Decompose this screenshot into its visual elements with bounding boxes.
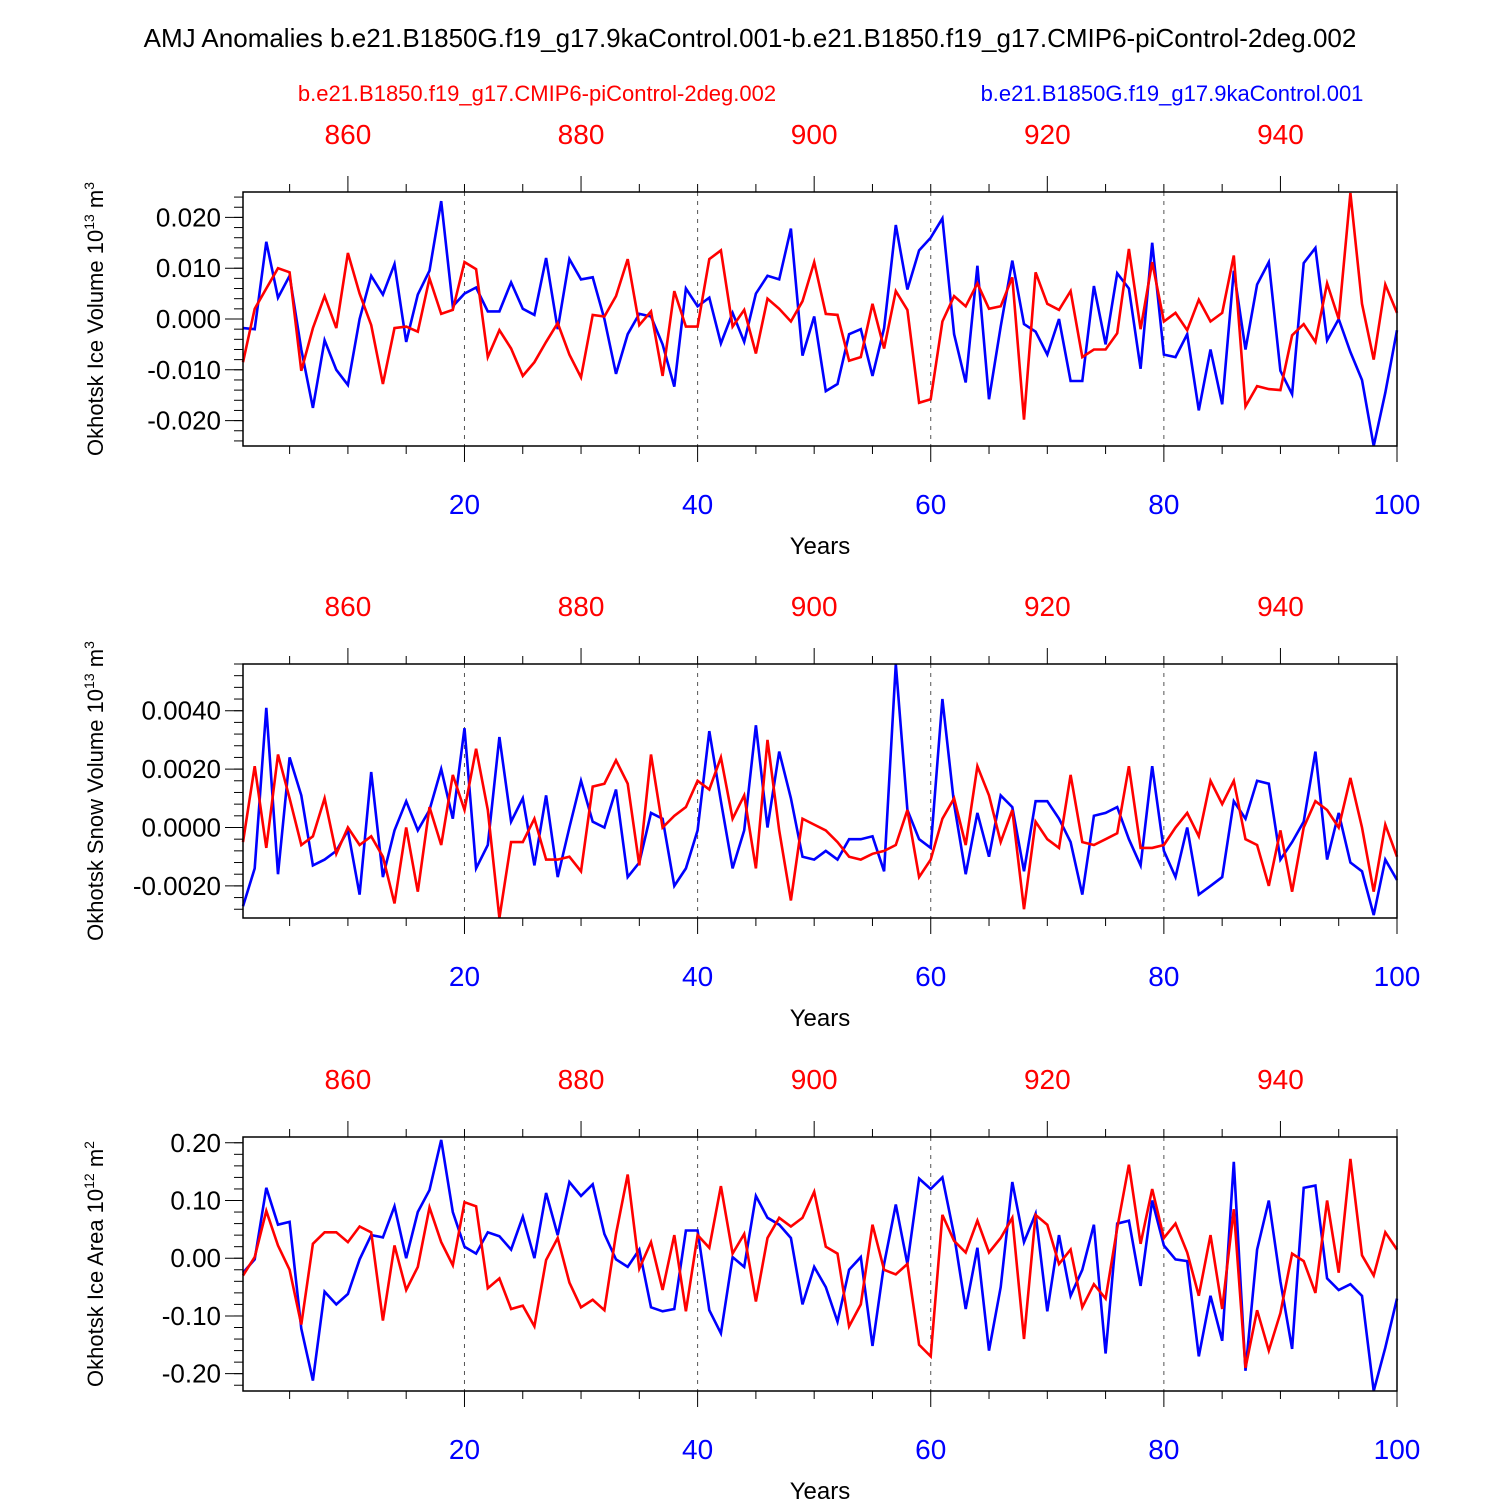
- y-tick-label: -0.010: [147, 355, 221, 385]
- chart-panels: -0.020 -0.010 0.000 0.010 0.020 20 40 60 80 100 86…: [81, 119, 1421, 1505]
- x-bottom-tick-label: 80: [1148, 1434, 1179, 1465]
- legend-red-label: b.e21.B1850.f19_g17.CMIP6-piControl-2deg…: [298, 81, 776, 106]
- x-axis-label: Years: [790, 533, 851, 560]
- x-top-tick-label: 940: [1257, 1064, 1304, 1095]
- series-line-blue: [242, 1139, 1399, 1392]
- x-top-tick-label: 920: [1024, 1064, 1071, 1095]
- y-tick-label: 0.20: [170, 1128, 221, 1158]
- x-bottom-tick-label: 80: [1148, 489, 1179, 520]
- x-bottom-tick-label: 20: [449, 489, 480, 520]
- y-tick-label: 0.00: [170, 1243, 221, 1273]
- series-line-blue: [241, 663, 1399, 916]
- x-top-tick-label: 940: [1257, 119, 1304, 150]
- x-top-tick-label: 860: [325, 119, 372, 150]
- y-tick-label: -0.10: [162, 1301, 221, 1331]
- x-bottom-tick-label: 100: [1374, 489, 1421, 520]
- y-axis-label-unit-exponent: 3: [81, 182, 97, 190]
- x-bottom-tick-label: 100: [1374, 961, 1421, 992]
- x-bottom-tick-label: 80: [1148, 961, 1179, 992]
- y-axis-label-main: Okhotsk Snow Volume 10: [83, 689, 108, 941]
- x-top-tick-label: 920: [1024, 119, 1071, 150]
- y-axis-label-exponent: 13: [81, 214, 97, 230]
- series-line-blue: [242, 200, 1399, 447]
- y-tick-label: -0.0020: [133, 871, 221, 901]
- y-axis-label: Okhotsk Ice Volume 1013 m3: [81, 182, 108, 456]
- series-line-red: [241, 739, 1399, 919]
- figure-title: AMJ Anomalies b.e21.B1850G.f19_g17.9kaCo…: [144, 23, 1357, 53]
- x-bottom-tick-label: 40: [682, 1434, 713, 1465]
- x-top-tick-label: 900: [791, 119, 838, 150]
- panel-3: -0.20 -0.10 0.00 0.10 0.20 20 40 60 80 100 860 880 9…: [81, 1064, 1421, 1505]
- y-axis-label-exponent: 12: [81, 1173, 97, 1189]
- panel-1: -0.020 -0.010 0.000 0.010 0.020 20 40 60 80 100 86…: [81, 119, 1420, 560]
- x-axis-label: Years: [790, 1478, 851, 1500]
- x-top-tick-label: 900: [791, 591, 838, 622]
- plot-frame: [242, 663, 1398, 919]
- y-axis-label-unit: m: [83, 649, 108, 673]
- x-bottom-tick-label: 60: [915, 961, 946, 992]
- y-axis-label-exponent: 13: [81, 673, 97, 689]
- legend-blue-label: b.e21.B1850G.f19_g17.9kaControl.001: [981, 81, 1364, 106]
- plot-frame: [242, 1136, 1398, 1392]
- y-tick-label: 0.0020: [141, 754, 221, 784]
- y-tick-label: 0.020: [156, 202, 221, 232]
- y-tick-label: -0.020: [147, 406, 221, 436]
- x-bottom-tick-label: 40: [682, 489, 713, 520]
- y-tick-label: 0.0040: [141, 696, 221, 726]
- x-bottom-tick-label: 60: [915, 1434, 946, 1465]
- x-top-tick-label: 880: [558, 591, 605, 622]
- y-axis-label-main: Okhotsk Ice Area 10: [83, 1189, 108, 1387]
- x-bottom-tick-label: 40: [682, 961, 713, 992]
- y-tick-label: -0.20: [162, 1359, 221, 1389]
- y-axis-label: Okhotsk Snow Volume 1013 m3: [81, 641, 108, 941]
- y-axis-label-unit: m: [83, 1149, 108, 1173]
- series-line-red: [241, 192, 1399, 420]
- y-tick-label: 0.10: [170, 1186, 221, 1216]
- x-top-tick-label: 920: [1024, 591, 1071, 622]
- x-top-tick-label: 880: [558, 119, 605, 150]
- x-top-tick-label: 880: [558, 1064, 605, 1095]
- x-bottom-tick-label: 60: [915, 489, 946, 520]
- y-axis-label: Okhotsk Ice Area 1012 m2: [81, 1141, 108, 1387]
- x-axis-label: Years: [790, 1005, 851, 1032]
- x-bottom-tick-label: 20: [449, 1434, 480, 1465]
- y-axis-label-main: Okhotsk Ice Volume 10: [83, 230, 108, 456]
- y-tick-label: 0.0000: [141, 812, 221, 842]
- y-axis-label-unit: m: [83, 190, 108, 214]
- x-bottom-tick-label: 100: [1374, 1434, 1421, 1465]
- y-tick-label: 0.000: [156, 304, 221, 334]
- x-top-tick-label: 860: [325, 1064, 372, 1095]
- x-top-tick-label: 940: [1257, 591, 1304, 622]
- panel-2: -0.0020 0.0000 0.0020 0.0040 20 40 60 80 100 860 8…: [81, 591, 1420, 1032]
- x-top-tick-label: 900: [791, 1064, 838, 1095]
- y-tick-label: 0.010: [156, 253, 221, 283]
- y-axis-label-unit-exponent: 2: [81, 1141, 97, 1149]
- y-axis-label-unit-exponent: 3: [81, 641, 97, 649]
- plot-frame: [242, 191, 1398, 447]
- series-line-red: [241, 1158, 1399, 1369]
- x-top-tick-label: 860: [325, 591, 372, 622]
- x-bottom-tick-label: 20: [449, 961, 480, 992]
